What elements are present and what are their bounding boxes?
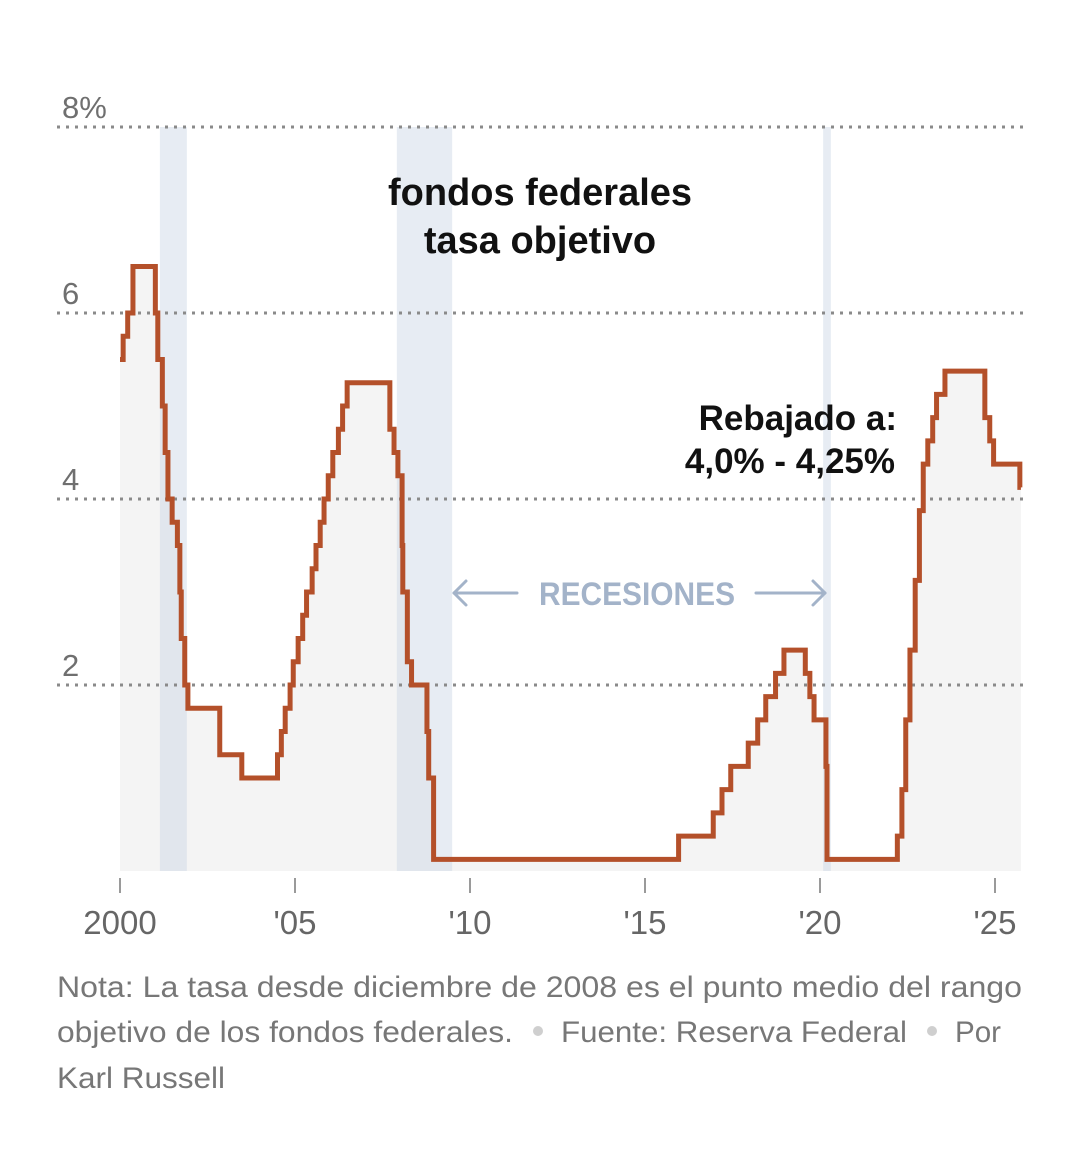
x-tick-label: '10 <box>448 904 491 941</box>
footer-byline-prefix: Por <box>955 1016 1001 1049</box>
x-tick-label: '25 <box>973 904 1016 941</box>
rate-line <box>120 264 1023 862</box>
separator-dot <box>533 1026 543 1036</box>
y-tick-label: 6 <box>62 276 79 311</box>
recession-band <box>823 127 831 871</box>
footer: Nota: La tasa desde diciembre de 2008 es… <box>57 971 1022 1095</box>
recessions-label: RECESIONES <box>539 576 735 612</box>
x-tick-label: '15 <box>623 904 666 941</box>
y-tick-label: 4 <box>62 462 79 497</box>
y-tick-label: 2 <box>62 648 79 683</box>
recession-bands <box>159 127 831 871</box>
x-tick-label: '05 <box>273 904 316 941</box>
latest-rate-label: Rebajado a: <box>699 399 897 438</box>
footer-byline-name: Karl Russell <box>57 1062 225 1095</box>
chart-title-line1: fondos federales <box>388 172 692 214</box>
y-axis-labels: 8% 6 4 2 <box>62 90 107 683</box>
x-axis: 2000 '05 '10 '15 '20 '25 <box>83 878 1017 941</box>
chart-title-line2: tasa objetivo <box>424 220 656 262</box>
x-tick-label: '20 <box>798 904 841 941</box>
latest-rate-value: 4,0% - 4,25% <box>685 442 895 481</box>
area-under-line <box>120 266 1021 871</box>
rate-line-layer <box>120 264 1023 862</box>
recessions-annotation: RECESIONES <box>452 576 827 612</box>
recession-band <box>396 127 453 871</box>
left-arrow-icon <box>452 579 519 607</box>
footer-note-line1: Nota: La tasa desde diciembre de 2008 es… <box>57 971 1022 1004</box>
area-fill-layer <box>120 266 1021 871</box>
footer-note-line2: objetivo de los fondos federales. <box>57 1016 513 1049</box>
footer-source: Fuente: Reserva Federal <box>561 1016 907 1049</box>
x-tick-label: 2000 <box>83 904 156 941</box>
right-arrow-icon <box>754 579 827 607</box>
separator-dot <box>927 1026 937 1036</box>
y-tick-label: 8% <box>62 90 107 125</box>
